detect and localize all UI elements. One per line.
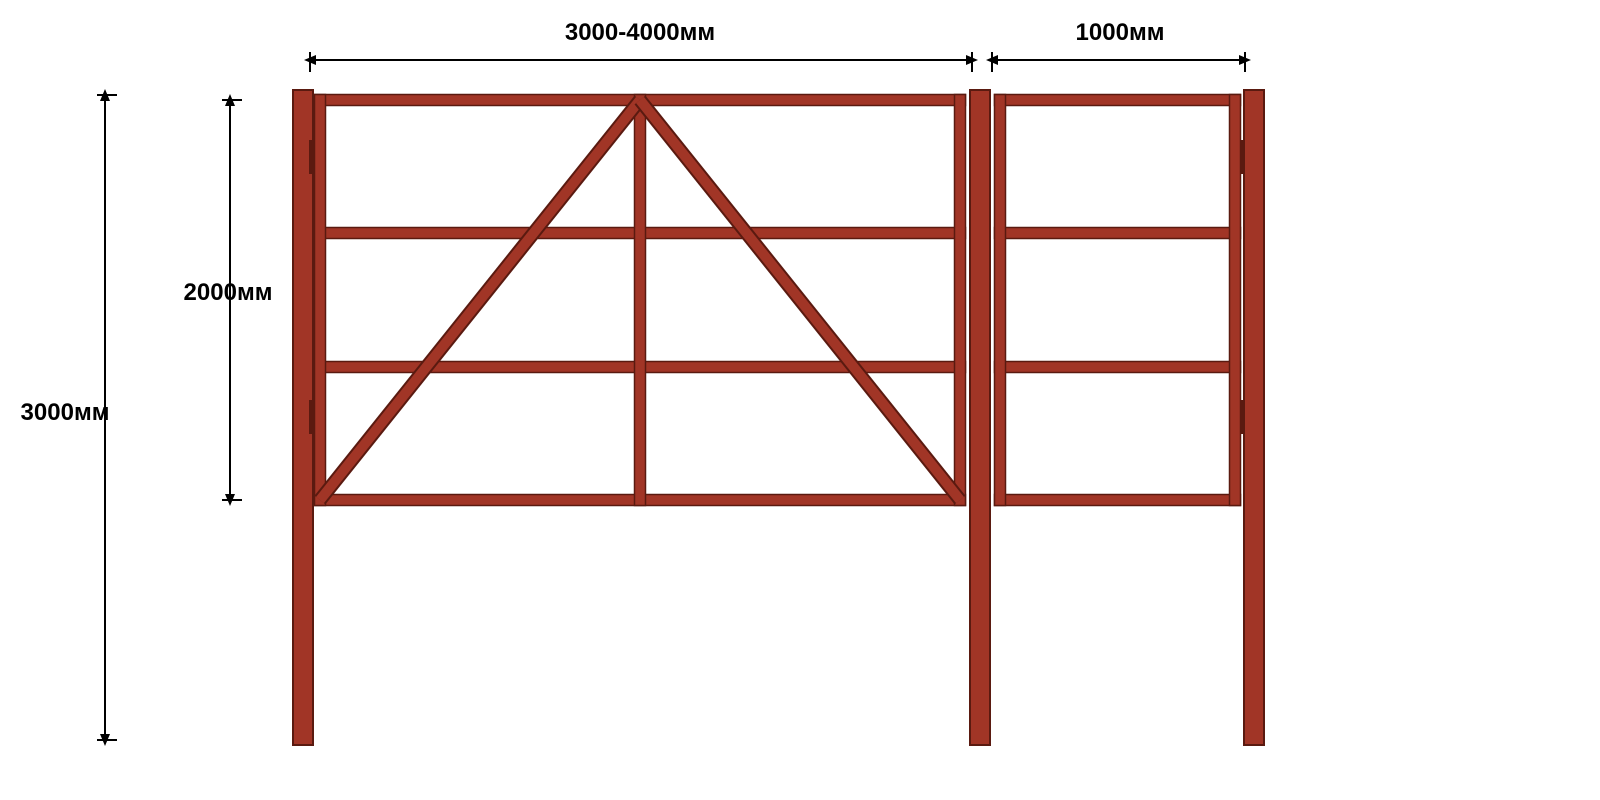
- gate-diagram: 3000-4000мм 1000мм 3000мм 2000мм: [0, 0, 1600, 800]
- door-left-stile: [995, 95, 1006, 506]
- gate-center-stile: [635, 95, 646, 506]
- dimension-label: 1000мм: [1076, 19, 1165, 46]
- hinge: [309, 400, 313, 434]
- hinge: [309, 140, 313, 174]
- gate-right-diagonal: [640, 100, 960, 500]
- hinge: [1240, 140, 1244, 174]
- dimension-label: 3000мм: [21, 399, 110, 426]
- door-horizontal-bar: [995, 362, 1241, 373]
- hinge: [1240, 400, 1244, 434]
- post-2: [970, 90, 990, 745]
- door-horizontal-bar: [995, 495, 1241, 506]
- gate-left-diagonal: [320, 100, 640, 500]
- dimension-label: 2000мм: [184, 279, 273, 306]
- gate-left-stile: [315, 95, 326, 506]
- gate-right-stile: [955, 95, 966, 506]
- door-right-stile: [1230, 95, 1241, 506]
- dimension-label: 3000-4000мм: [565, 19, 715, 46]
- door-horizontal-bar: [995, 228, 1241, 239]
- door-horizontal-bar: [995, 95, 1241, 106]
- post-3: [1244, 90, 1264, 745]
